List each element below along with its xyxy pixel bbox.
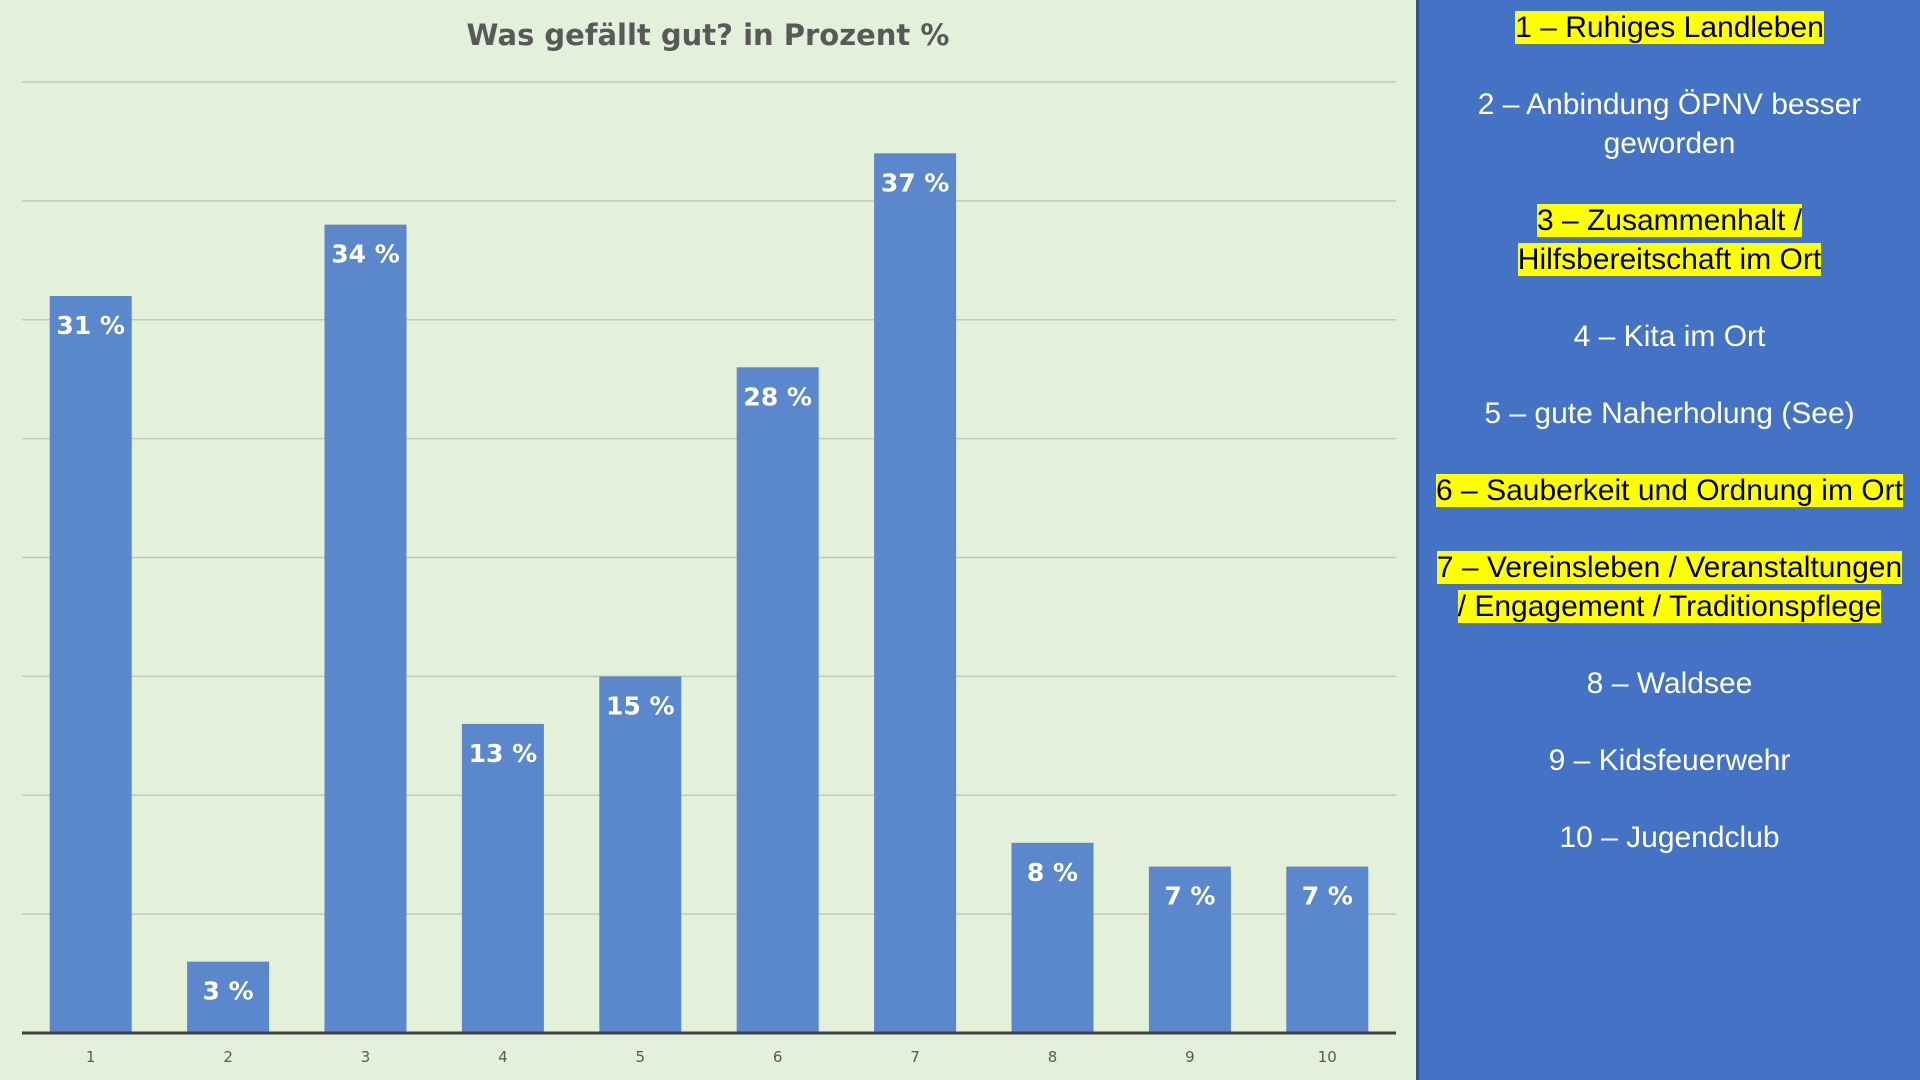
legend-item-1: 1 – Ruhiges Landleben (1435, 8, 1905, 47)
data-label-4: 13 % (469, 739, 538, 768)
data-label-9: 7 % (1164, 882, 1215, 911)
chart-panel: Was gefällt gut? in Prozent % 31 % 3 % 34 … (22, 18, 1396, 1066)
gridlines (22, 81, 1396, 915)
x-tick-label-3: 3 (361, 1048, 371, 1066)
data-label-8: 8 % (1027, 858, 1078, 887)
bar-8 (1011, 842, 1094, 1033)
legend-item-6: 6 – Sauberkeit und Ordnung im Ort (1435, 471, 1905, 510)
legend-item-5: 5 – gute Naherholung (See) (1435, 394, 1905, 433)
legend-item-text: 10 – Jugendclub (1559, 821, 1780, 854)
x-axis: 1 2 3 4 5 6 7 8 9 10 (22, 1031, 1396, 1066)
bar-4 (461, 723, 544, 1033)
x-tick-label-2: 2 (223, 1048, 233, 1066)
legend-item-text: 8 – Waldsee (1586, 667, 1753, 700)
data-label-1: 31 % (56, 311, 125, 340)
bar-3 (324, 224, 407, 1033)
legend-item-4: 4 – Kita im Ort (1435, 317, 1905, 356)
x-tick-label-1: 1 (86, 1048, 96, 1066)
legend-item-2: 2 – Anbindung ÖPNV besser geworden (1435, 85, 1905, 163)
legend-item-text: 3 – Zusammenhalt / Hilfsbereitschaft im … (1517, 204, 1822, 276)
bar-1 (49, 295, 132, 1034)
bar-6 (736, 367, 819, 1033)
x-tick-label-5: 5 (636, 1048, 646, 1066)
legend-item-text: 2 – Anbindung ÖPNV besser geworden (1477, 88, 1862, 160)
category-legend: 1 – Ruhiges Landleben 2 – Anbindung ÖPNV … (1416, 0, 1920, 1080)
legend-item-text: 4 – Kita im Ort (1573, 320, 1766, 353)
legend-item-3: 3 – Zusammenhalt / Hilfsbereitschaft im … (1435, 201, 1905, 279)
legend-item-text: 9 – Kidsfeuerwehr (1548, 744, 1791, 777)
legend-item-text: 7 – Vereinsleben / Veranstaltungen / Eng… (1436, 551, 1903, 623)
x-tick-label-7: 7 (910, 1048, 920, 1066)
legend-item-text: 1 – Ruhiges Landleben (1515, 11, 1824, 44)
bar-2 (187, 961, 270, 1033)
legend-item-8: 8 – Waldsee (1435, 664, 1905, 703)
x-tick-label-6: 6 (773, 1048, 783, 1066)
bar-chart: 31 % 3 % 34 % 13 % 15 % 28 % 37 % 8 % 7 % 7 % 1 2 3… (22, 81, 1396, 1066)
x-tick-label-10: 10 (1318, 1048, 1337, 1066)
bar-5 (599, 676, 682, 1033)
bars: 31 % 3 % 34 % 13 % 15 % 28 % 37 % 8 % 7 % 7 % (49, 153, 1369, 1034)
x-tick-label-4: 4 (498, 1048, 508, 1066)
data-label-10: 7 % (1302, 882, 1353, 911)
legend-item-text: 6 – Sauberkeit und Ordnung im Ort (1436, 474, 1903, 507)
legend-item-text: 5 – gute Naherholung (See) (1484, 397, 1855, 430)
data-label-5: 15 % (606, 691, 675, 720)
data-label-3: 34 % (331, 240, 400, 269)
legend-item-9: 9 – Kidsfeuerwehr (1435, 741, 1905, 780)
bar-9 (1148, 866, 1231, 1033)
x-tick-label-8: 8 (1048, 1048, 1058, 1066)
bar-10 (1286, 866, 1369, 1033)
x-tick-label-9: 9 (1185, 1048, 1195, 1066)
data-label-2: 3 % (203, 977, 254, 1006)
legend-item-7: 7 – Vereinsleben / Veranstaltungen / Eng… (1435, 548, 1905, 626)
bar-7 (874, 153, 957, 1033)
data-label-7: 37 % (881, 168, 950, 197)
chart-title: Was gefällt gut? in Prozent % (466, 18, 950, 52)
legend-item-10: 10 – Jugendclub (1435, 818, 1905, 857)
data-label-6: 28 % (743, 382, 812, 411)
